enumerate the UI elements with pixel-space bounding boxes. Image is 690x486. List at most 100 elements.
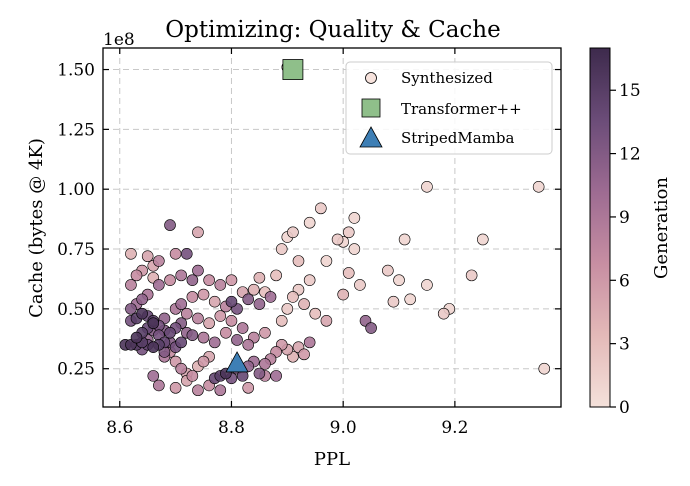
synthesized-point xyxy=(331,233,344,246)
x-tick-label: 8.8 xyxy=(218,418,245,438)
x-axis-label: PPL xyxy=(314,449,350,470)
synthesized-point xyxy=(192,384,204,397)
synthesized-point xyxy=(354,279,366,291)
synthesized-point xyxy=(320,315,333,327)
stripedmamba-point xyxy=(225,351,249,373)
legend-marker-stripedmamba xyxy=(359,126,383,148)
synthesized-point xyxy=(281,303,294,315)
synthesized-point xyxy=(270,370,282,382)
legend-box xyxy=(345,61,553,155)
synthesized-point xyxy=(292,255,305,267)
y-tick-label: 1.50 xyxy=(57,61,95,81)
synthesized-point xyxy=(164,219,176,231)
synthesized-point xyxy=(153,255,165,267)
synthesized-point xyxy=(365,322,377,334)
synthesized-point xyxy=(214,279,227,291)
synthesized-point xyxy=(532,181,545,193)
colorbar-tick-label: 3 xyxy=(619,335,630,355)
synthesized-point xyxy=(298,298,310,310)
colorbar-tick-label: 0 xyxy=(619,398,630,418)
synthesized-point xyxy=(538,362,551,375)
legend-marker-transformer xyxy=(361,98,381,118)
y-tick-label: 1.25 xyxy=(57,120,95,140)
synthesized-point xyxy=(192,226,204,239)
synthesized-point xyxy=(186,274,199,286)
synthesized-point xyxy=(180,248,193,260)
synthesized-point xyxy=(164,274,176,286)
synthesized-point xyxy=(220,327,232,339)
colorbar-gradient xyxy=(589,47,611,408)
synthesized-point xyxy=(130,269,143,282)
synthesized-point xyxy=(253,298,266,310)
synthesized-point xyxy=(248,283,260,296)
synthesized-point xyxy=(421,181,433,193)
legend-label-synthesized: Synthesized xyxy=(401,69,493,87)
synthesized-point xyxy=(125,248,137,260)
synthesized-point xyxy=(147,341,160,353)
synthesized-point xyxy=(192,312,204,325)
synthesized-point xyxy=(342,267,355,279)
synthesized-point xyxy=(264,291,277,303)
synthesized-point xyxy=(398,233,411,246)
synthesized-point xyxy=(303,216,316,229)
y-tick-label: 0.75 xyxy=(57,240,95,260)
synthesized-point xyxy=(298,348,310,361)
synthesized-point xyxy=(125,303,137,315)
synthesized-point xyxy=(208,336,221,349)
synthesized-point xyxy=(253,271,266,284)
synthesized-point xyxy=(287,291,299,303)
synthesized-point xyxy=(303,336,316,349)
synthesized-point xyxy=(404,293,416,306)
synthesized-point xyxy=(437,307,450,320)
synthesized-point xyxy=(147,370,160,382)
synthesized-point xyxy=(136,307,148,320)
colorbar-tick-label: 6 xyxy=(619,271,630,291)
synthesized-point xyxy=(382,264,394,277)
synthesized-point xyxy=(186,329,199,342)
synthesized-point xyxy=(175,336,187,349)
colorbar-label: Generation xyxy=(651,177,672,279)
synthesized-point xyxy=(393,274,405,286)
colorbar-tick-label: 15 xyxy=(619,81,641,101)
colorbar-tick-label: 9 xyxy=(619,208,630,228)
synthesized-point xyxy=(348,212,361,224)
synthesized-point xyxy=(175,269,187,282)
colorbar-ticks: 0 3 6 9 12 15 xyxy=(610,81,641,418)
synthesized-point xyxy=(275,315,288,327)
synthesized-point xyxy=(320,255,333,267)
synthesized-point xyxy=(186,291,199,303)
legend-label-transformer: Transformer++ xyxy=(401,100,522,118)
synthesized-point xyxy=(225,315,238,327)
synthesized-point xyxy=(477,233,489,246)
synthesized-point xyxy=(203,274,215,286)
colorbar: 0 3 6 9 12 15 Generation xyxy=(589,47,672,418)
synthesized-point xyxy=(208,295,221,308)
synthesized-point xyxy=(342,226,355,239)
plot-frame xyxy=(102,47,562,408)
synthesized-point xyxy=(136,293,148,306)
synthesized-point xyxy=(259,358,271,370)
synthesized-point xyxy=(169,382,182,394)
y-tick-label: 0.25 xyxy=(57,360,95,380)
synthesized-point xyxy=(192,264,204,277)
x-tick-label: 9.2 xyxy=(441,418,468,438)
legend-label-stripedmamba: StripedMamba xyxy=(401,129,514,147)
synthesized-point xyxy=(186,370,199,382)
synthesized-point xyxy=(309,307,322,320)
synthesized-point xyxy=(231,334,243,346)
data-points xyxy=(119,59,551,397)
synthesized-point xyxy=(214,384,227,397)
synthesized-point xyxy=(275,243,288,255)
synthesized-point xyxy=(287,226,299,239)
y-tick-label: 0.50 xyxy=(57,300,95,320)
synthesized-point xyxy=(197,288,210,301)
synthesized-point xyxy=(214,310,227,322)
synthesized-point xyxy=(348,243,361,255)
synthesized-point xyxy=(225,295,238,308)
synthesized-point xyxy=(169,248,182,260)
synthesized-point xyxy=(130,331,143,344)
synthesized-point xyxy=(197,331,210,344)
colorbar-tick-label: 12 xyxy=(619,145,641,165)
synthesized-point xyxy=(225,274,238,286)
